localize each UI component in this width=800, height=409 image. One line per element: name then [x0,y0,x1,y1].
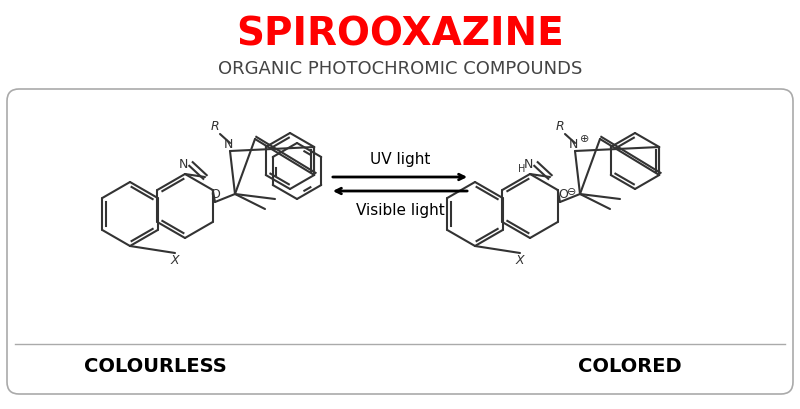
Text: H: H [518,164,526,174]
Text: N: N [178,157,188,171]
Text: ⊕: ⊕ [580,134,590,144]
Text: R: R [210,121,219,133]
Text: O: O [210,189,220,202]
FancyBboxPatch shape [7,89,793,394]
Text: ⊖: ⊖ [567,187,577,197]
Text: UV light: UV light [370,152,430,167]
Text: X: X [516,254,524,267]
Text: N: N [223,139,233,151]
Text: Visible light: Visible light [356,203,444,218]
Text: COLOURLESS: COLOURLESS [84,357,226,377]
Text: N: N [568,139,578,151]
Text: ORGANIC PHOTOCHROMIC COMPOUNDS: ORGANIC PHOTOCHROMIC COMPOUNDS [218,60,582,78]
Text: SPIROOXAZINE: SPIROOXAZINE [236,15,564,53]
Text: N: N [523,157,533,171]
Text: X: X [170,254,179,267]
Text: O: O [558,187,568,200]
Text: COLORED: COLORED [578,357,682,377]
Text: R: R [556,121,564,133]
